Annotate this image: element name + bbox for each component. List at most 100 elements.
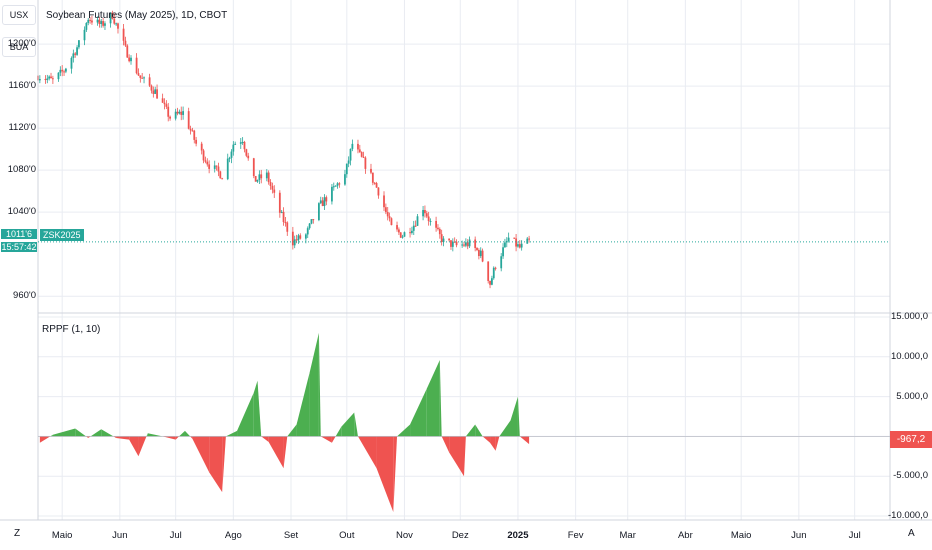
candle-body <box>143 77 145 79</box>
candle-body <box>85 22 88 30</box>
candle-body <box>234 143 237 145</box>
candle-body <box>46 78 49 80</box>
candle-body <box>178 111 181 114</box>
candle-body <box>360 152 363 157</box>
candle-body <box>489 280 491 285</box>
candle-body <box>269 182 272 186</box>
candle-body <box>321 200 324 207</box>
candle-body <box>260 174 263 179</box>
candle-body <box>282 211 285 223</box>
candle-body <box>243 141 246 150</box>
histogram-positive <box>253 380 258 437</box>
candle-body <box>89 19 91 21</box>
candle-body <box>528 238 531 240</box>
candle-body <box>280 211 283 213</box>
histogram-positive <box>287 424 297 437</box>
candle-body <box>334 185 337 187</box>
candle-body <box>373 182 376 184</box>
histogram-negative <box>449 436 464 477</box>
candle-body <box>399 232 402 238</box>
candle-body <box>252 158 255 176</box>
candle-body <box>518 244 521 248</box>
zoom-button[interactable]: Z <box>14 528 21 539</box>
candle-body <box>364 157 367 169</box>
auto-scale-button[interactable]: A <box>908 528 915 539</box>
histogram-positive <box>52 428 76 437</box>
candle-body <box>438 229 441 235</box>
candle-body <box>124 40 127 46</box>
candle-body <box>148 77 151 86</box>
candle-body <box>463 244 465 246</box>
candle-body <box>241 141 244 143</box>
grid-lines <box>38 0 890 520</box>
candle-body <box>78 40 80 48</box>
candle-body <box>332 186 335 188</box>
candle-body <box>468 239 471 247</box>
histogram-positive <box>146 433 148 437</box>
histogram-positive <box>237 392 254 437</box>
candle-body <box>440 234 443 243</box>
candle-body <box>513 237 516 239</box>
candle-body <box>215 165 218 167</box>
candle-body <box>345 163 348 175</box>
candle-body <box>411 230 413 233</box>
candle-body <box>526 238 529 244</box>
price-tick-label: 1080'0 <box>7 164 36 176</box>
scale-button[interactable]: BUA <box>2 37 36 57</box>
currency-button[interactable]: USX <box>2 5 36 25</box>
histogram-negative <box>441 436 450 453</box>
candle-body <box>102 21 105 26</box>
candle-body <box>492 267 495 279</box>
histogram-negative <box>261 436 269 442</box>
candle-body <box>323 197 326 207</box>
candle-body <box>425 213 428 217</box>
candle-body <box>397 229 400 233</box>
candle-body <box>208 164 211 169</box>
candle-body <box>72 53 75 58</box>
candle-body <box>245 149 248 156</box>
candle-body <box>317 203 320 221</box>
candle-body <box>104 23 106 26</box>
time-tick-label: Mar <box>619 530 636 541</box>
candle-body <box>176 111 179 114</box>
time-tick-label: Maio <box>730 530 752 541</box>
candle-body <box>453 241 456 243</box>
candle-body <box>91 20 93 23</box>
histogram-positive <box>101 429 114 437</box>
histogram-negative <box>482 436 491 443</box>
candle-body <box>375 183 378 188</box>
countdown-label: 15:57:42 <box>1 242 37 252</box>
symbol-tag: ZSK2025 <box>40 229 84 241</box>
candle-body <box>113 18 116 24</box>
candle-body <box>61 69 64 72</box>
candle-body <box>202 150 205 161</box>
time-tick-label: Maio <box>51 530 73 541</box>
candle-body <box>422 210 424 217</box>
candle-body <box>191 130 194 132</box>
time-tick-label: Jun <box>112 530 128 541</box>
candle-body <box>254 175 257 182</box>
candle-body <box>384 207 387 213</box>
histogram-negative <box>495 436 500 451</box>
candle-body <box>200 143 203 151</box>
candle-body <box>100 21 103 25</box>
candle-body <box>63 71 65 73</box>
candle-body <box>520 243 523 248</box>
candle-body <box>48 76 51 79</box>
time-tick-label: Dez <box>451 530 469 541</box>
candle-body <box>117 23 119 29</box>
candle-body <box>412 225 415 231</box>
candle-body <box>38 79 41 81</box>
candle-body <box>299 235 302 239</box>
price-tick-label: 1160'0 <box>8 80 36 92</box>
candle-body <box>126 45 129 58</box>
time-tick-label: Jun <box>791 530 807 541</box>
histogram-positive <box>439 359 442 437</box>
candle-body <box>226 158 229 180</box>
candle-body <box>286 222 289 232</box>
candle-body <box>319 200 322 204</box>
candle-body <box>297 235 300 241</box>
last-price-label: 1011'6 <box>1 229 37 239</box>
candle-body <box>122 28 125 41</box>
